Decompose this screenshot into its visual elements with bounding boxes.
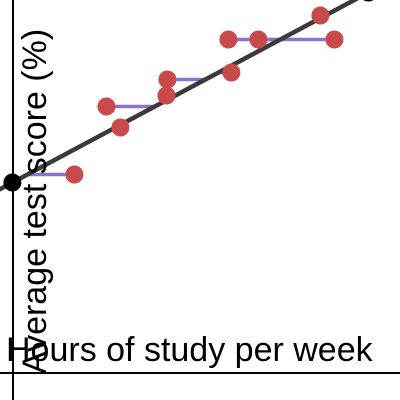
regression-anchor-point <box>3 173 22 192</box>
data-point <box>157 86 176 105</box>
regression-line <box>0 0 360 192</box>
data-point <box>219 30 238 49</box>
data-point <box>158 70 177 89</box>
regression-line-group <box>0 0 360 192</box>
y-axis-label: Average test score (%) <box>16 29 54 374</box>
data-points <box>65 6 344 184</box>
data-point <box>311 6 330 25</box>
data-point <box>65 165 84 184</box>
data-point <box>111 118 130 137</box>
regression-anchor-points <box>3 0 374 192</box>
data-point <box>97 97 116 116</box>
data-point <box>249 30 268 49</box>
regression-anchor-point <box>363 0 374 2</box>
data-point <box>325 30 344 49</box>
data-point <box>222 63 241 82</box>
x-axis-label: Hours of study per week <box>6 331 374 369</box>
